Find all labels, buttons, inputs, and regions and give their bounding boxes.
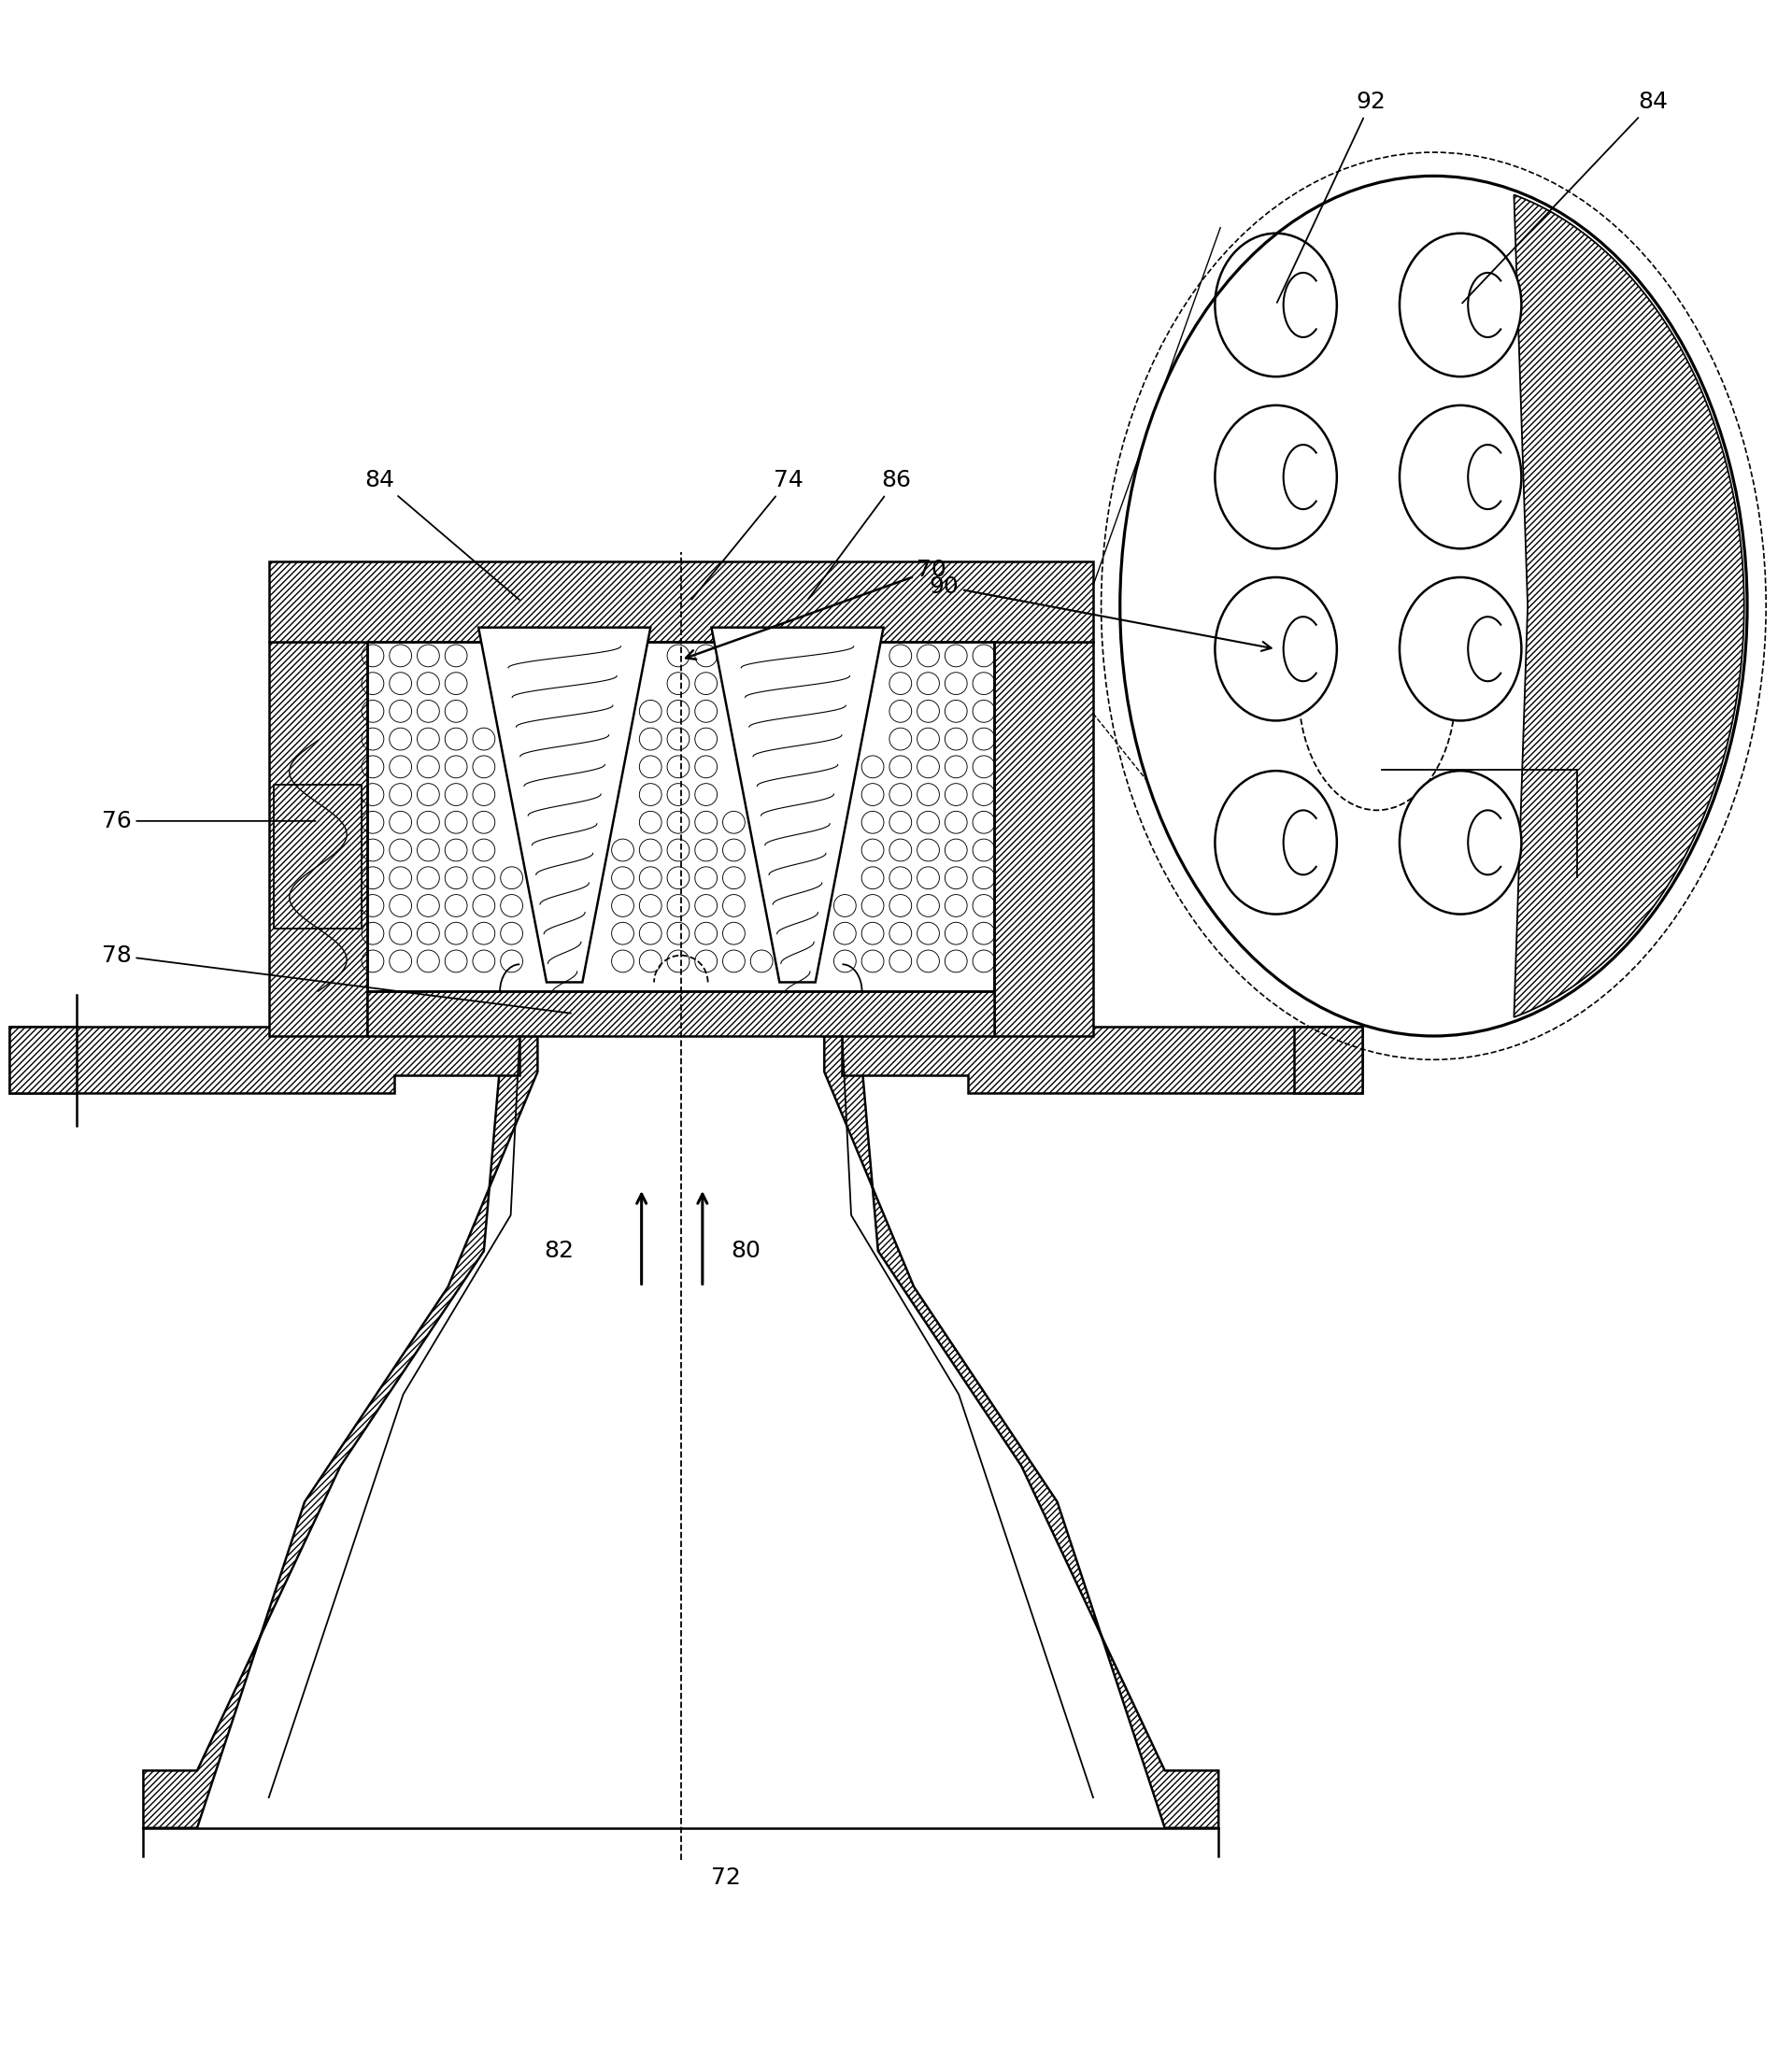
Ellipse shape bbox=[1400, 234, 1521, 377]
Text: 84: 84 bbox=[1462, 91, 1668, 303]
Ellipse shape bbox=[1215, 771, 1337, 914]
Polygon shape bbox=[9, 1028, 520, 1094]
Ellipse shape bbox=[1400, 578, 1521, 721]
Ellipse shape bbox=[1215, 234, 1337, 377]
Polygon shape bbox=[9, 1028, 77, 1094]
Polygon shape bbox=[711, 628, 883, 982]
Polygon shape bbox=[478, 628, 650, 982]
Text: 84: 84 bbox=[366, 470, 520, 599]
Ellipse shape bbox=[1400, 771, 1521, 914]
Ellipse shape bbox=[1215, 578, 1337, 721]
Polygon shape bbox=[824, 1036, 1219, 1828]
Text: 74: 74 bbox=[692, 470, 803, 599]
Polygon shape bbox=[367, 990, 995, 1036]
Text: 92: 92 bbox=[1278, 91, 1385, 303]
Text: 90: 90 bbox=[928, 576, 1271, 651]
Polygon shape bbox=[1294, 1028, 1362, 1094]
Ellipse shape bbox=[1400, 406, 1521, 549]
Text: 82: 82 bbox=[543, 1239, 573, 1262]
Ellipse shape bbox=[1120, 176, 1747, 1036]
Text: 78: 78 bbox=[102, 945, 572, 1013]
Polygon shape bbox=[143, 1036, 538, 1828]
Polygon shape bbox=[269, 562, 1093, 642]
Text: 76: 76 bbox=[102, 810, 315, 833]
Polygon shape bbox=[1514, 195, 1744, 1017]
Ellipse shape bbox=[1215, 406, 1337, 549]
Text: 86: 86 bbox=[808, 470, 910, 599]
Text: 80: 80 bbox=[731, 1239, 762, 1262]
Polygon shape bbox=[995, 642, 1093, 1036]
Polygon shape bbox=[842, 1028, 1362, 1094]
Text: 72: 72 bbox=[711, 1867, 740, 1890]
Text: 70: 70 bbox=[686, 559, 946, 659]
Polygon shape bbox=[269, 642, 367, 1036]
